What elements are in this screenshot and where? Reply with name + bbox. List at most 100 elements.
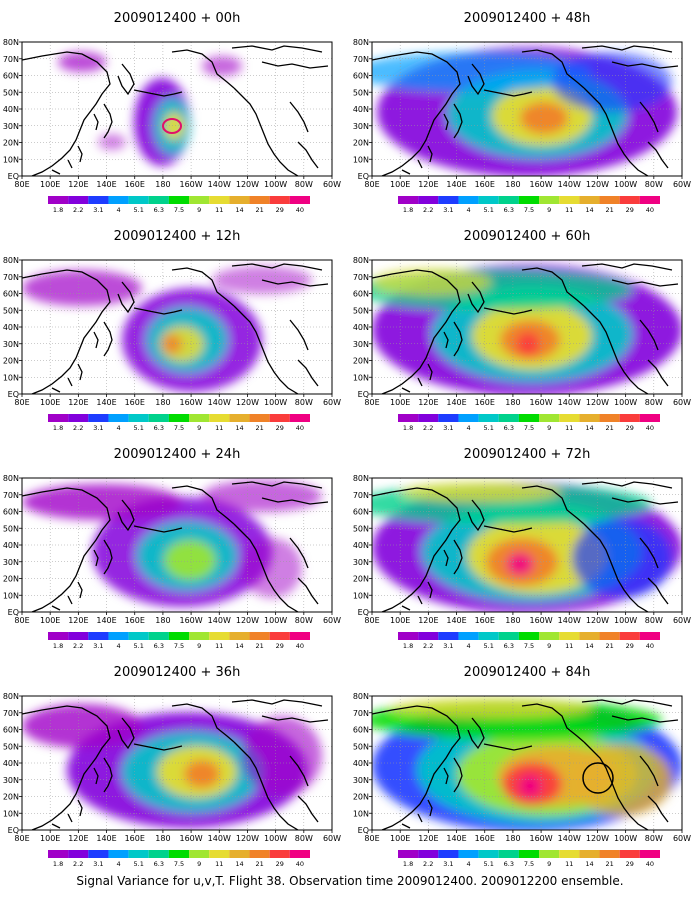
longitude-tick-label: 80W (295, 616, 313, 625)
longitude-tick-label: 80E (364, 180, 379, 189)
colorbar-level-label: 3.1 (93, 424, 103, 432)
coastline (401, 799, 433, 829)
coastline (639, 319, 669, 387)
coastline (581, 263, 679, 287)
longitude-tick-label: 180 (155, 180, 170, 189)
colorbar-level-label: 6.3 (504, 206, 514, 214)
latitude-tick-label: 40N (353, 759, 369, 768)
longitude-tick-label: 100E (40, 398, 60, 407)
colorbar-level-label: 7.5 (174, 206, 184, 214)
coastline (93, 539, 113, 575)
colorbar-swatch (579, 850, 600, 858)
latitude-tick-label: 80N (3, 38, 19, 47)
longitude-tick-label: 140W (208, 398, 231, 407)
colorbar-swatch (189, 850, 210, 858)
map-panel: 2009012400 + 00h EQ 10N 20N 30N 40N 50N 60N 70N 8… (3, 11, 341, 214)
longitude-tick-label: 160E (475, 834, 495, 843)
colorbar-swatch (68, 850, 89, 858)
colorbar-swatch (599, 850, 620, 858)
colorbar-swatch (639, 632, 660, 640)
colorbar-swatch (418, 632, 439, 640)
latitude-tick-label: 50N (3, 742, 19, 751)
colorbar-level-label: 4 (116, 642, 120, 650)
latitude-tick-label: 10N (3, 373, 19, 382)
colorbar-swatch (209, 196, 230, 204)
longitude-tick-label: 80W (645, 180, 663, 189)
colorbar-level-label: 5.1 (134, 424, 144, 432)
coastline (133, 307, 183, 315)
coastline (401, 145, 433, 175)
map-panel: 2009012400 + 72h EQ 10N 20N 30N 40N 50N 60N 70N 8… (353, 447, 691, 650)
variance-field (22, 484, 182, 520)
colorbar-swatch (168, 850, 190, 858)
longitude-tick-label: 80E (14, 398, 29, 407)
latitude-tick-label: EQ (358, 608, 369, 617)
longitude-tick-label: 80W (645, 616, 663, 625)
longitude-tick-label: 120W (586, 616, 609, 625)
colorbar-swatch (88, 414, 109, 422)
longitude-tick-label: 100W (614, 398, 637, 407)
colorbar-level-label: 1.8 (53, 206, 63, 214)
latitude-tick-label: 10N (353, 155, 369, 164)
coastline (22, 51, 111, 176)
coastline (483, 307, 533, 315)
colorbar-level-label: 4 (116, 206, 120, 214)
latitude-tick-label: 20N (3, 357, 19, 366)
colorbar-swatch (229, 414, 250, 422)
latitude-tick-label: 60N (3, 290, 19, 299)
colorbar-level-label: 4 (116, 424, 120, 432)
colorbar-swatch (209, 632, 230, 640)
colorbar-swatch (88, 632, 109, 640)
latitude-tick-label: 30N (3, 558, 19, 567)
verification-circle (582, 762, 614, 794)
coastline (233, 87, 299, 176)
colorbar-swatch (128, 632, 149, 640)
colorbar-level-label: 1.8 (403, 206, 413, 214)
longitude-tick-label: 120W (236, 180, 259, 189)
latitude-tick-label: 80N (3, 474, 19, 483)
latitude-tick-label: 60N (3, 726, 19, 735)
colorbar-level-label: 3.1 (93, 642, 103, 650)
longitude-tick-label: 140W (558, 398, 581, 407)
longitude-tick-label: 160E (125, 834, 145, 843)
colorbar-swatch (418, 414, 439, 422)
colorbar-level-label: 21 (605, 860, 613, 868)
longitude-tick-label: 160E (475, 616, 495, 625)
longitude-tick-label: 140W (558, 834, 581, 843)
latitude-tick-label: 60N (353, 72, 369, 81)
longitude-tick-label: 100W (264, 834, 287, 843)
coastline (372, 705, 461, 830)
coastline (93, 103, 113, 139)
colorbar-level-label: 40 (296, 642, 304, 650)
longitude-tick-label: 80E (364, 398, 379, 407)
longitude-tick-label: 160E (125, 398, 145, 407)
colorbar-level-label: 2.2 (423, 860, 433, 868)
coastline (171, 267, 235, 307)
map-panel: 2009012400 + 84h EQ 10N 20N 30N 40N 50N 60N 70N 8… (353, 665, 691, 868)
colorbar-swatch (108, 414, 129, 422)
latitude-tick-label: 30N (3, 340, 19, 349)
latitude-tick-label: 40N (3, 323, 19, 332)
colorbar-level-label: 29 (276, 206, 284, 214)
coastline (443, 321, 463, 357)
latitude-tick-label: 70N (353, 709, 369, 718)
colorbar-level-label: 21 (255, 642, 263, 650)
coastline (467, 281, 485, 314)
longitude-tick-label: 120W (586, 834, 609, 843)
colorbar-swatch (48, 850, 69, 858)
colorbar-level-label: 1.8 (53, 424, 63, 432)
longitude-tick-label: 160E (475, 398, 495, 407)
colorbar-level-label: 9 (547, 642, 551, 650)
coastline (231, 263, 329, 287)
colorbar-level-label: 7.5 (174, 424, 184, 432)
latitude-tick-label: EQ (8, 172, 19, 181)
longitude-tick-label: 120E (418, 616, 438, 625)
colorbar-swatch (229, 632, 250, 640)
colorbar-swatch (88, 850, 109, 858)
colorbar-level-label: 40 (296, 424, 304, 432)
colorbar-swatch (478, 414, 499, 422)
coastline (521, 267, 585, 307)
coastline (233, 741, 299, 830)
colorbar: 1.8 2.2 3.1 4 5.1 6.3 7.5 9 11 14 21 29 40 (48, 196, 310, 214)
longitude-tick-label: 120E (68, 398, 88, 407)
